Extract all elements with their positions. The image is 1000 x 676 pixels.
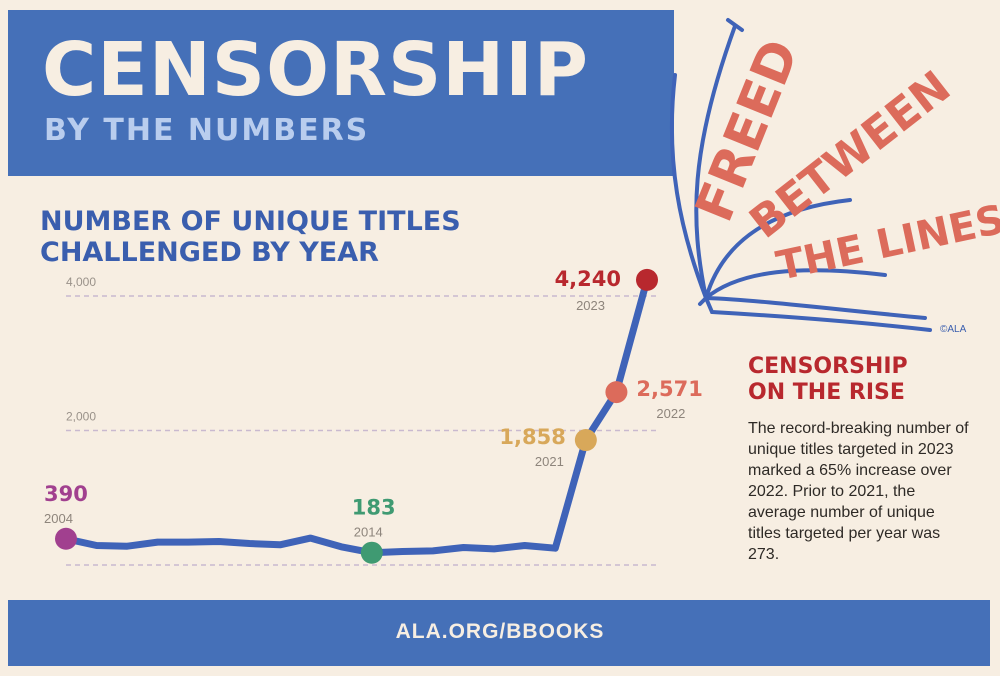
page-subtitle: BY THE NUMBERS: [44, 113, 370, 148]
highlight-point-2022: [605, 381, 628, 404]
year-label-2023: 2023: [576, 298, 605, 313]
sidebar-heading: CENSORSHIP ON THE RISE: [748, 354, 978, 406]
chart-gridlines: 2,000 4,000: [66, 275, 660, 566]
value-label-2021: 1,858: [499, 425, 565, 449]
value-label-2022: 2,571: [636, 377, 702, 401]
highlight-point-2004: [55, 527, 77, 550]
highlight-point-2023: [636, 268, 658, 291]
value-label-2004: 390: [44, 482, 88, 506]
y-tick-label: 4,000: [66, 275, 96, 289]
year-label-2021: 2021: [535, 454, 564, 469]
value-label-2014: 183: [352, 496, 396, 520]
footer-band: [8, 600, 990, 666]
y-tick-label: 2,000: [66, 410, 96, 424]
footer-link[interactable]: ALA.ORG/BBOOKS: [395, 620, 605, 643]
highlight-point-2014: [360, 541, 383, 564]
year-label-2004: 2004: [44, 511, 73, 526]
header-band: [8, 10, 674, 176]
highlight-point-2021: [574, 429, 597, 452]
value-label-2023: 4,240: [555, 267, 621, 291]
page-title: CENSORSHIP: [42, 27, 589, 113]
copyright-notice: ©ALA: [940, 324, 967, 335]
chart-line-layer: [62, 276, 651, 557]
chart-title: NUMBER OF UNIQUE TITLES CHALLENGED BY YE…: [40, 206, 461, 268]
series-line: [62, 276, 651, 557]
chart-labels: 390 2004 183 2014 1,858 2021 2,571 2022 4,240 202…: [44, 267, 703, 540]
sidebar-heading-line-1: CENSORSHIP: [748, 354, 908, 379]
year-label-2014: 2014: [354, 525, 383, 540]
sidebar-body: The record-breaking number of unique tit…: [748, 420, 969, 563]
sidebar-heading-line-2: ON THE RISE: [748, 380, 905, 405]
open-book-icon: [669, 18, 932, 332]
year-label-2022: 2022: [656, 406, 685, 421]
chart-points: [55, 268, 658, 564]
